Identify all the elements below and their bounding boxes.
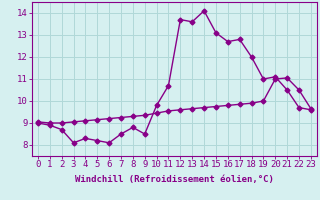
X-axis label: Windchill (Refroidissement éolien,°C): Windchill (Refroidissement éolien,°C) [75, 175, 274, 184]
